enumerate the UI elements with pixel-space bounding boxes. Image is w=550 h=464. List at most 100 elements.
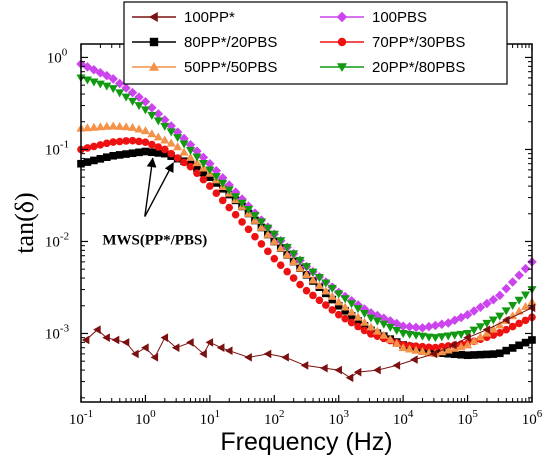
data-point [327, 291, 337, 300]
data-point [463, 340, 473, 349]
data-point [295, 263, 305, 272]
data-point [173, 142, 183, 151]
data-point [147, 111, 157, 120]
data-point [283, 267, 291, 276]
data-point [482, 328, 492, 337]
data-point [347, 318, 356, 327]
data-point [148, 148, 156, 157]
data-point [501, 283, 511, 294]
data-point [131, 349, 139, 359]
data-point [90, 156, 98, 165]
x-tick-label: 106 [522, 408, 543, 428]
data-point [150, 353, 159, 362]
data-point [160, 149, 169, 158]
legend-item: 80PP*/20PBS [132, 34, 277, 51]
data-point [514, 296, 524, 305]
data-point [521, 316, 530, 325]
data-point [398, 343, 408, 352]
data-point [392, 326, 402, 335]
data-point [121, 122, 131, 131]
data-point [109, 138, 118, 146]
x-tick-label: 104 [393, 408, 414, 428]
data-point [134, 92, 144, 102]
data-point [366, 322, 376, 331]
data-point [115, 151, 124, 159]
data-point [347, 300, 357, 309]
data-point [289, 256, 299, 265]
data-point [166, 128, 176, 137]
data-point [315, 296, 324, 305]
data-point [198, 152, 209, 163]
data-point [244, 353, 252, 362]
annotation-arrow [144, 157, 157, 217]
data-point [347, 307, 357, 316]
data-point [257, 240, 266, 248]
data-point [135, 148, 143, 157]
data-point [301, 263, 312, 272]
legend-marker [337, 37, 347, 47]
data-point [127, 87, 138, 98]
data-point [295, 256, 305, 265]
data-point [385, 323, 395, 332]
data-point [469, 326, 479, 335]
data-point [514, 270, 524, 281]
y-tick-label: 10-2 [45, 230, 69, 250]
data-point [102, 333, 110, 343]
data-point [276, 243, 286, 252]
data-point [398, 330, 408, 339]
data-point [520, 263, 531, 274]
data-point [353, 305, 363, 314]
data-point [109, 151, 118, 160]
data-point [475, 323, 486, 332]
data-point [102, 70, 112, 81]
data-point [289, 274, 298, 282]
data-point [148, 140, 156, 149]
data-point [127, 122, 138, 131]
data-point [167, 149, 175, 158]
data-point [153, 132, 163, 141]
data-point [83, 144, 92, 152]
data-point [334, 365, 342, 375]
data-point [508, 344, 517, 352]
data-point [212, 189, 221, 198]
legend-label: 100PBS [372, 9, 427, 26]
legend: 100PP* 100PBS 80PP*/20PBS 70PP*/30PBS 50PP*/… [123, 1, 508, 85]
data-point [276, 261, 285, 269]
data-point [450, 350, 459, 359]
data-point [360, 322, 369, 330]
data-point [199, 175, 208, 184]
data-point [430, 320, 441, 331]
data-point [276, 237, 286, 246]
data-point [520, 302, 531, 311]
data-point [205, 166, 215, 175]
data-point [379, 330, 389, 339]
data-point [372, 326, 382, 335]
data-point [269, 236, 279, 245]
legend-box [123, 1, 508, 85]
x-axis-title: Frequency (Hz) [220, 428, 392, 456]
data-point [82, 123, 93, 132]
data-point [147, 129, 157, 138]
data-point [502, 315, 510, 325]
legend-item: 50PP*/50PBS [132, 59, 277, 76]
data-point [308, 275, 318, 284]
legend-item: 70PP*/30PBS [320, 34, 465, 51]
data-point [417, 332, 428, 341]
data-point [224, 346, 233, 356]
data-point [127, 97, 138, 106]
legend-label: 20PP*/80PBS [372, 59, 465, 76]
data-point [192, 146, 202, 156]
data-point [411, 322, 421, 333]
data-point [166, 138, 176, 147]
data-point [418, 342, 427, 351]
data-point [147, 103, 157, 113]
data-point [199, 168, 208, 177]
data-point [341, 314, 349, 323]
data-point [340, 302, 350, 311]
plot-area [76, 59, 537, 383]
data-point [263, 229, 273, 238]
x-tick-label: 105 [457, 408, 478, 428]
data-point [502, 346, 511, 355]
data-point [102, 153, 111, 162]
